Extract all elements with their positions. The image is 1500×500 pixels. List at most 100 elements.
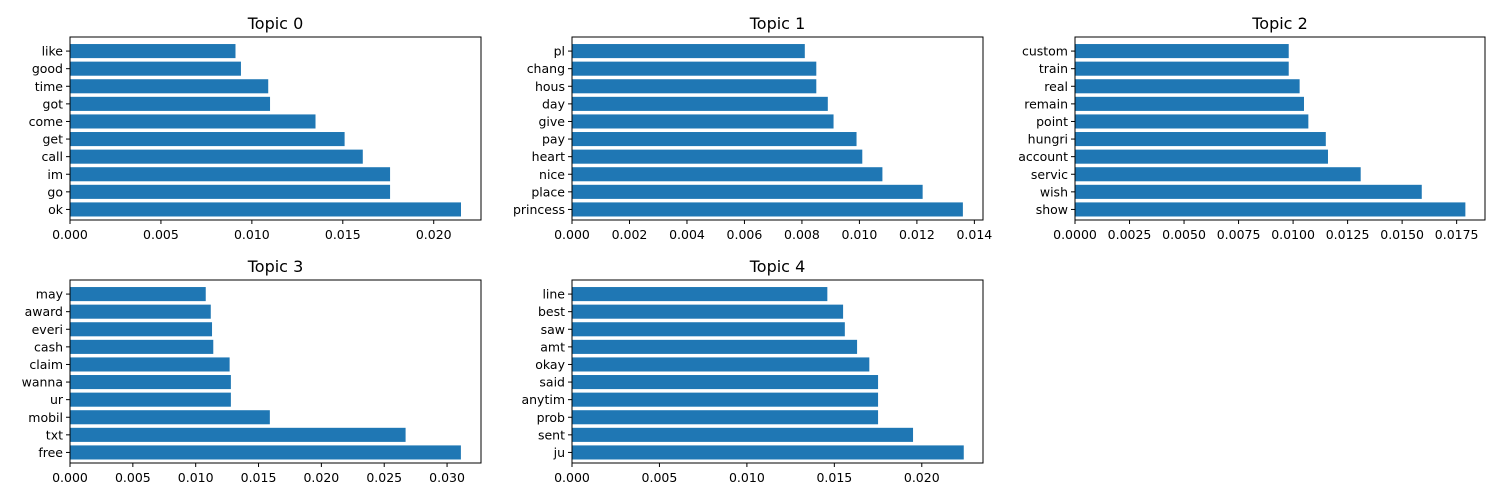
bar-good [70, 61, 241, 76]
x-tick-label: 0.004 [669, 227, 705, 242]
y-tick-label: ok [48, 202, 64, 217]
x-tick-label: 0.000 [554, 470, 590, 485]
y-tick-label: like [42, 44, 64, 59]
bar-sent [572, 427, 914, 442]
bar-ur [70, 392, 231, 407]
bar-wish [1075, 184, 1422, 199]
bar-servic [1075, 167, 1361, 182]
x-tick-label: 0.015 [816, 470, 852, 485]
y-tick-label: come [29, 114, 64, 129]
y-tick-label: anytim [521, 392, 565, 407]
x-tick-label: 0.030 [429, 470, 465, 485]
x-tick-label: 0.0025 [1108, 227, 1152, 242]
y-tick-label: show [1036, 202, 1068, 217]
bar-wanna [70, 375, 231, 390]
bar-everi [70, 322, 213, 337]
x-tick-label: 0.005 [642, 470, 678, 485]
chart-panel-3: free txt mobil ur wanna claim cash everi award ma… [22, 257, 482, 485]
x-tick-label: 0.0125 [1326, 227, 1370, 242]
bar-come [70, 114, 316, 129]
axes-frame [571, 279, 984, 464]
axes-frame [69, 36, 482, 221]
y-tick-label: go [47, 184, 63, 199]
y-tick-label: award [25, 304, 63, 319]
bar-hous [572, 79, 817, 94]
bar-hungri [1075, 132, 1326, 147]
y-tick-label: give [539, 114, 566, 129]
x-tick-label: 0.020 [303, 470, 339, 485]
y-tick-label: wanna [22, 375, 63, 390]
y-tick-label: princess [513, 202, 565, 217]
x-tick-label: 0.005 [143, 227, 179, 242]
y-tick-label: call [42, 149, 63, 164]
y-tick-label: account [1018, 149, 1068, 164]
y-tick-label: best [538, 304, 565, 319]
y-tick-label: get [42, 132, 63, 147]
chart-panel-1: princess place nice heart pay give day hous chan… [513, 14, 992, 242]
chart-title: Topic 1 [749, 14, 806, 33]
bar-go [70, 184, 391, 199]
y-tick-label: hungri [1028, 132, 1068, 147]
y-tick-label: custom [1022, 44, 1068, 59]
bar-day [572, 96, 828, 111]
chart-title: Topic 3 [247, 257, 304, 276]
y-tick-label: sent [538, 427, 565, 442]
axes-frame [69, 279, 482, 464]
x-tick-label: 0.025 [366, 470, 402, 485]
x-tick-label: 0.015 [325, 227, 361, 242]
bar-claim [70, 357, 230, 372]
y-tick-label: pl [554, 44, 565, 59]
y-tick-label: saw [541, 322, 565, 337]
x-tick-label: 0.008 [784, 227, 820, 242]
x-tick-label: 0.006 [727, 227, 763, 242]
bar-best [572, 304, 844, 319]
x-tick-label: 0.0175 [1435, 227, 1479, 242]
y-tick-label: pay [542, 132, 566, 147]
y-tick-label: said [539, 375, 565, 390]
x-tick-label: 0.0150 [1380, 227, 1424, 242]
y-tick-label: claim [29, 357, 63, 372]
bar-remain [1075, 96, 1304, 111]
bar-im [70, 167, 391, 182]
y-tick-label: good [32, 61, 63, 76]
bar-like [70, 44, 236, 59]
x-tick-label: 0.020 [416, 227, 452, 242]
bar-got [70, 96, 271, 111]
chart-panel-2: show wish servic account hungri point remain re… [1018, 14, 1486, 242]
x-tick-label: 0.000 [554, 227, 590, 242]
x-tick-label: 0.0075 [1217, 227, 1261, 242]
y-tick-label: train [1039, 61, 1068, 76]
bar-place [572, 184, 923, 199]
axes-frame [571, 36, 984, 221]
bar-saw [572, 322, 845, 337]
x-tick-label: 0.002 [612, 227, 648, 242]
y-tick-label: wish [1040, 184, 1068, 199]
y-tick-label: heart [532, 149, 565, 164]
y-tick-label: remain [1024, 96, 1068, 111]
bar-prob [572, 410, 879, 425]
y-tick-label: chang [527, 61, 565, 76]
bar-pay [572, 132, 857, 147]
bar-time [70, 79, 269, 94]
chart-title: Topic 0 [247, 14, 304, 33]
y-tick-label: line [542, 287, 565, 302]
bar-cash [70, 339, 214, 354]
y-tick-label: time [35, 79, 64, 94]
bar-anytim [572, 392, 879, 407]
bar-okay [572, 357, 870, 372]
y-tick-label: may [36, 287, 64, 302]
axes-frame [1074, 36, 1486, 221]
x-tick-label: 0.0100 [1271, 227, 1315, 242]
x-tick-label: 0.015 [241, 470, 277, 485]
y-tick-label: free [38, 445, 63, 460]
bar-ju [572, 445, 964, 460]
bar-call [70, 149, 363, 164]
bar-heart [572, 149, 863, 164]
x-tick-label: 0.0050 [1162, 227, 1206, 242]
x-tick-label: 0.010 [178, 470, 214, 485]
y-tick-label: real [1044, 79, 1068, 94]
bar-chang [572, 61, 817, 76]
x-tick-label: 0.010 [729, 470, 765, 485]
x-tick-label: 0.012 [899, 227, 935, 242]
